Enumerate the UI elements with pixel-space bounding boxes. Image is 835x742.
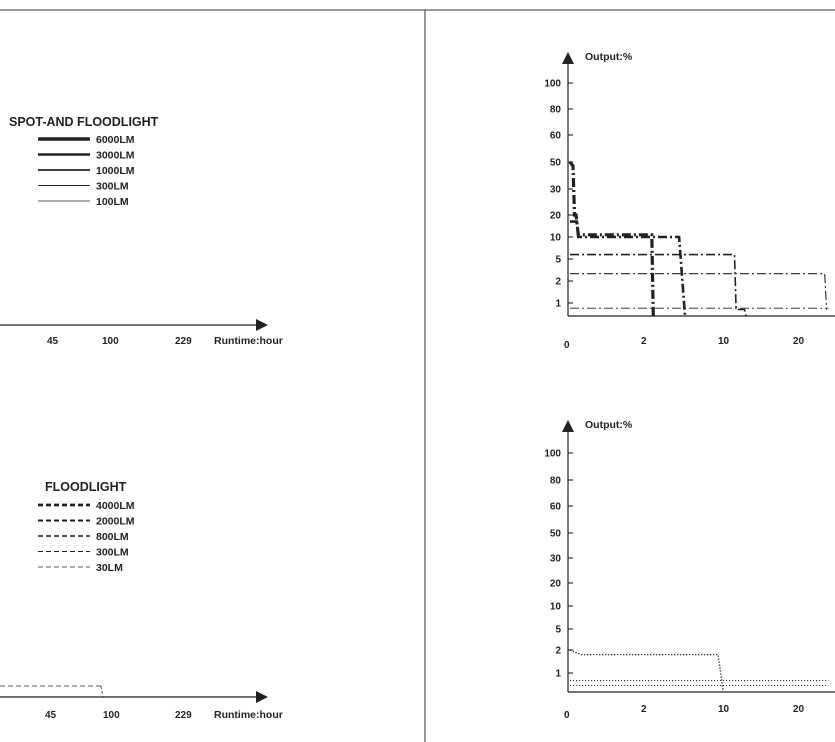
legend-entries: 6000LM 3000LM 1000LM 300LM 100LM	[38, 134, 135, 208]
x-tick-label: 20	[793, 336, 805, 347]
legend-entries: 4000LM 2000LM 800LM 300LM 30LM	[38, 500, 135, 574]
y-tick-label: 100	[544, 449, 561, 460]
y-tick-label: 5	[555, 625, 561, 636]
legend-label: 100LM	[96, 196, 129, 208]
series-line	[570, 220, 687, 317]
panel-flood-legend: FLOODLIGHT 4000LM 2000LM 800LM 300LM 30LM 45…	[0, 480, 283, 721]
legend-label: 300LM	[96, 547, 129, 559]
panel-flood-output: Output:% 100 80 60 50 30 20 10 5 2 1 0 2 10 20	[544, 419, 835, 721]
y-tick-label: 30	[550, 554, 562, 565]
x-tick-label: 2	[641, 704, 647, 715]
y-tick-label: 50	[550, 158, 562, 169]
y-tick-label: 80	[550, 105, 562, 116]
series-line	[570, 273, 828, 310]
series-line	[570, 253, 747, 317]
y-tick-label: 20	[550, 211, 562, 222]
x-tick-label: 100	[102, 336, 119, 347]
y-tick-label: 30	[550, 185, 562, 196]
x-tick-label: 0	[564, 710, 570, 721]
legend-title: FLOODLIGHT	[45, 480, 127, 494]
x-axis-title: Runtime:hour	[214, 335, 283, 347]
y-axis-arrow-icon	[562, 52, 574, 64]
legend-label: 1000LM	[96, 165, 135, 177]
legend-label: 4000LM	[96, 500, 135, 512]
y-tick-label: 10	[550, 233, 562, 244]
y-axis-title: Output:%	[585, 419, 633, 431]
panel-spot-legend: SPOT-AND FLOODLIGHT 6000LM 3000LM 1000LM 30…	[0, 115, 283, 347]
y-axis-arrow-icon	[562, 420, 574, 432]
legend-label: 30LM	[96, 562, 123, 574]
y-tick-label: 2	[555, 646, 561, 657]
y-tick-label: 60	[550, 502, 562, 513]
y-tick-label: 80	[550, 476, 562, 487]
legend-title: SPOT-AND FLOODLIGHT	[9, 115, 159, 129]
legend-label: 300LM	[96, 181, 129, 193]
panel-spot-output: Output:% 100 80 60 50 30 20 10 5 2 1 0 2 10 20	[544, 51, 835, 351]
y-tick-label: 60	[550, 131, 562, 142]
legend-label: 6000LM	[96, 134, 135, 146]
x-tick-label: 45	[45, 710, 57, 721]
y-tick-label: 10	[550, 602, 562, 613]
x-tick-label: 20	[793, 704, 805, 715]
flood-trace-drop	[100, 685, 104, 698]
x-axis-title: Runtime:hour	[214, 709, 283, 721]
series-group	[569, 649, 829, 691]
y-axis-title: Output:%	[585, 51, 633, 63]
y-tick-label: 1	[555, 299, 561, 310]
legend-label: 800LM	[96, 531, 129, 543]
x-axis-arrow-icon	[256, 319, 268, 331]
y-tick-label: 50	[550, 529, 562, 540]
y-tick-label: 1	[555, 669, 561, 680]
y-tick-label: 5	[555, 255, 561, 266]
y-ticks: 100 80 60 50 30 20 10 5 2 1	[544, 79, 573, 310]
legend-label: 3000LM	[96, 150, 135, 162]
x-tick-label: 10	[718, 336, 730, 347]
series-group	[568, 161, 829, 317]
x-tick-label: 0	[564, 340, 570, 351]
y-tick-label: 100	[544, 79, 561, 90]
x-axis: 45 100 229 Runtime:hour	[0, 319, 283, 347]
x-tick-label: 229	[175, 336, 192, 347]
series-line	[568, 161, 655, 317]
x-axis-arrow-icon	[256, 691, 268, 703]
legend-label: 2000LM	[96, 516, 135, 528]
y-tick-label: 20	[550, 579, 562, 590]
x-tick-label: 45	[47, 336, 59, 347]
y-ticks: 100 80 60 50 30 20 10 5 2 1	[544, 449, 573, 680]
x-tick-label: 100	[103, 710, 120, 721]
x-axis: 45 100 229 Runtime:hour	[0, 691, 283, 721]
y-tick-label: 2	[555, 277, 561, 288]
x-tick-label: 229	[175, 710, 192, 721]
x-tick-label: 2	[641, 336, 647, 347]
x-tick-label: 10	[718, 704, 730, 715]
series-line	[569, 649, 724, 691]
